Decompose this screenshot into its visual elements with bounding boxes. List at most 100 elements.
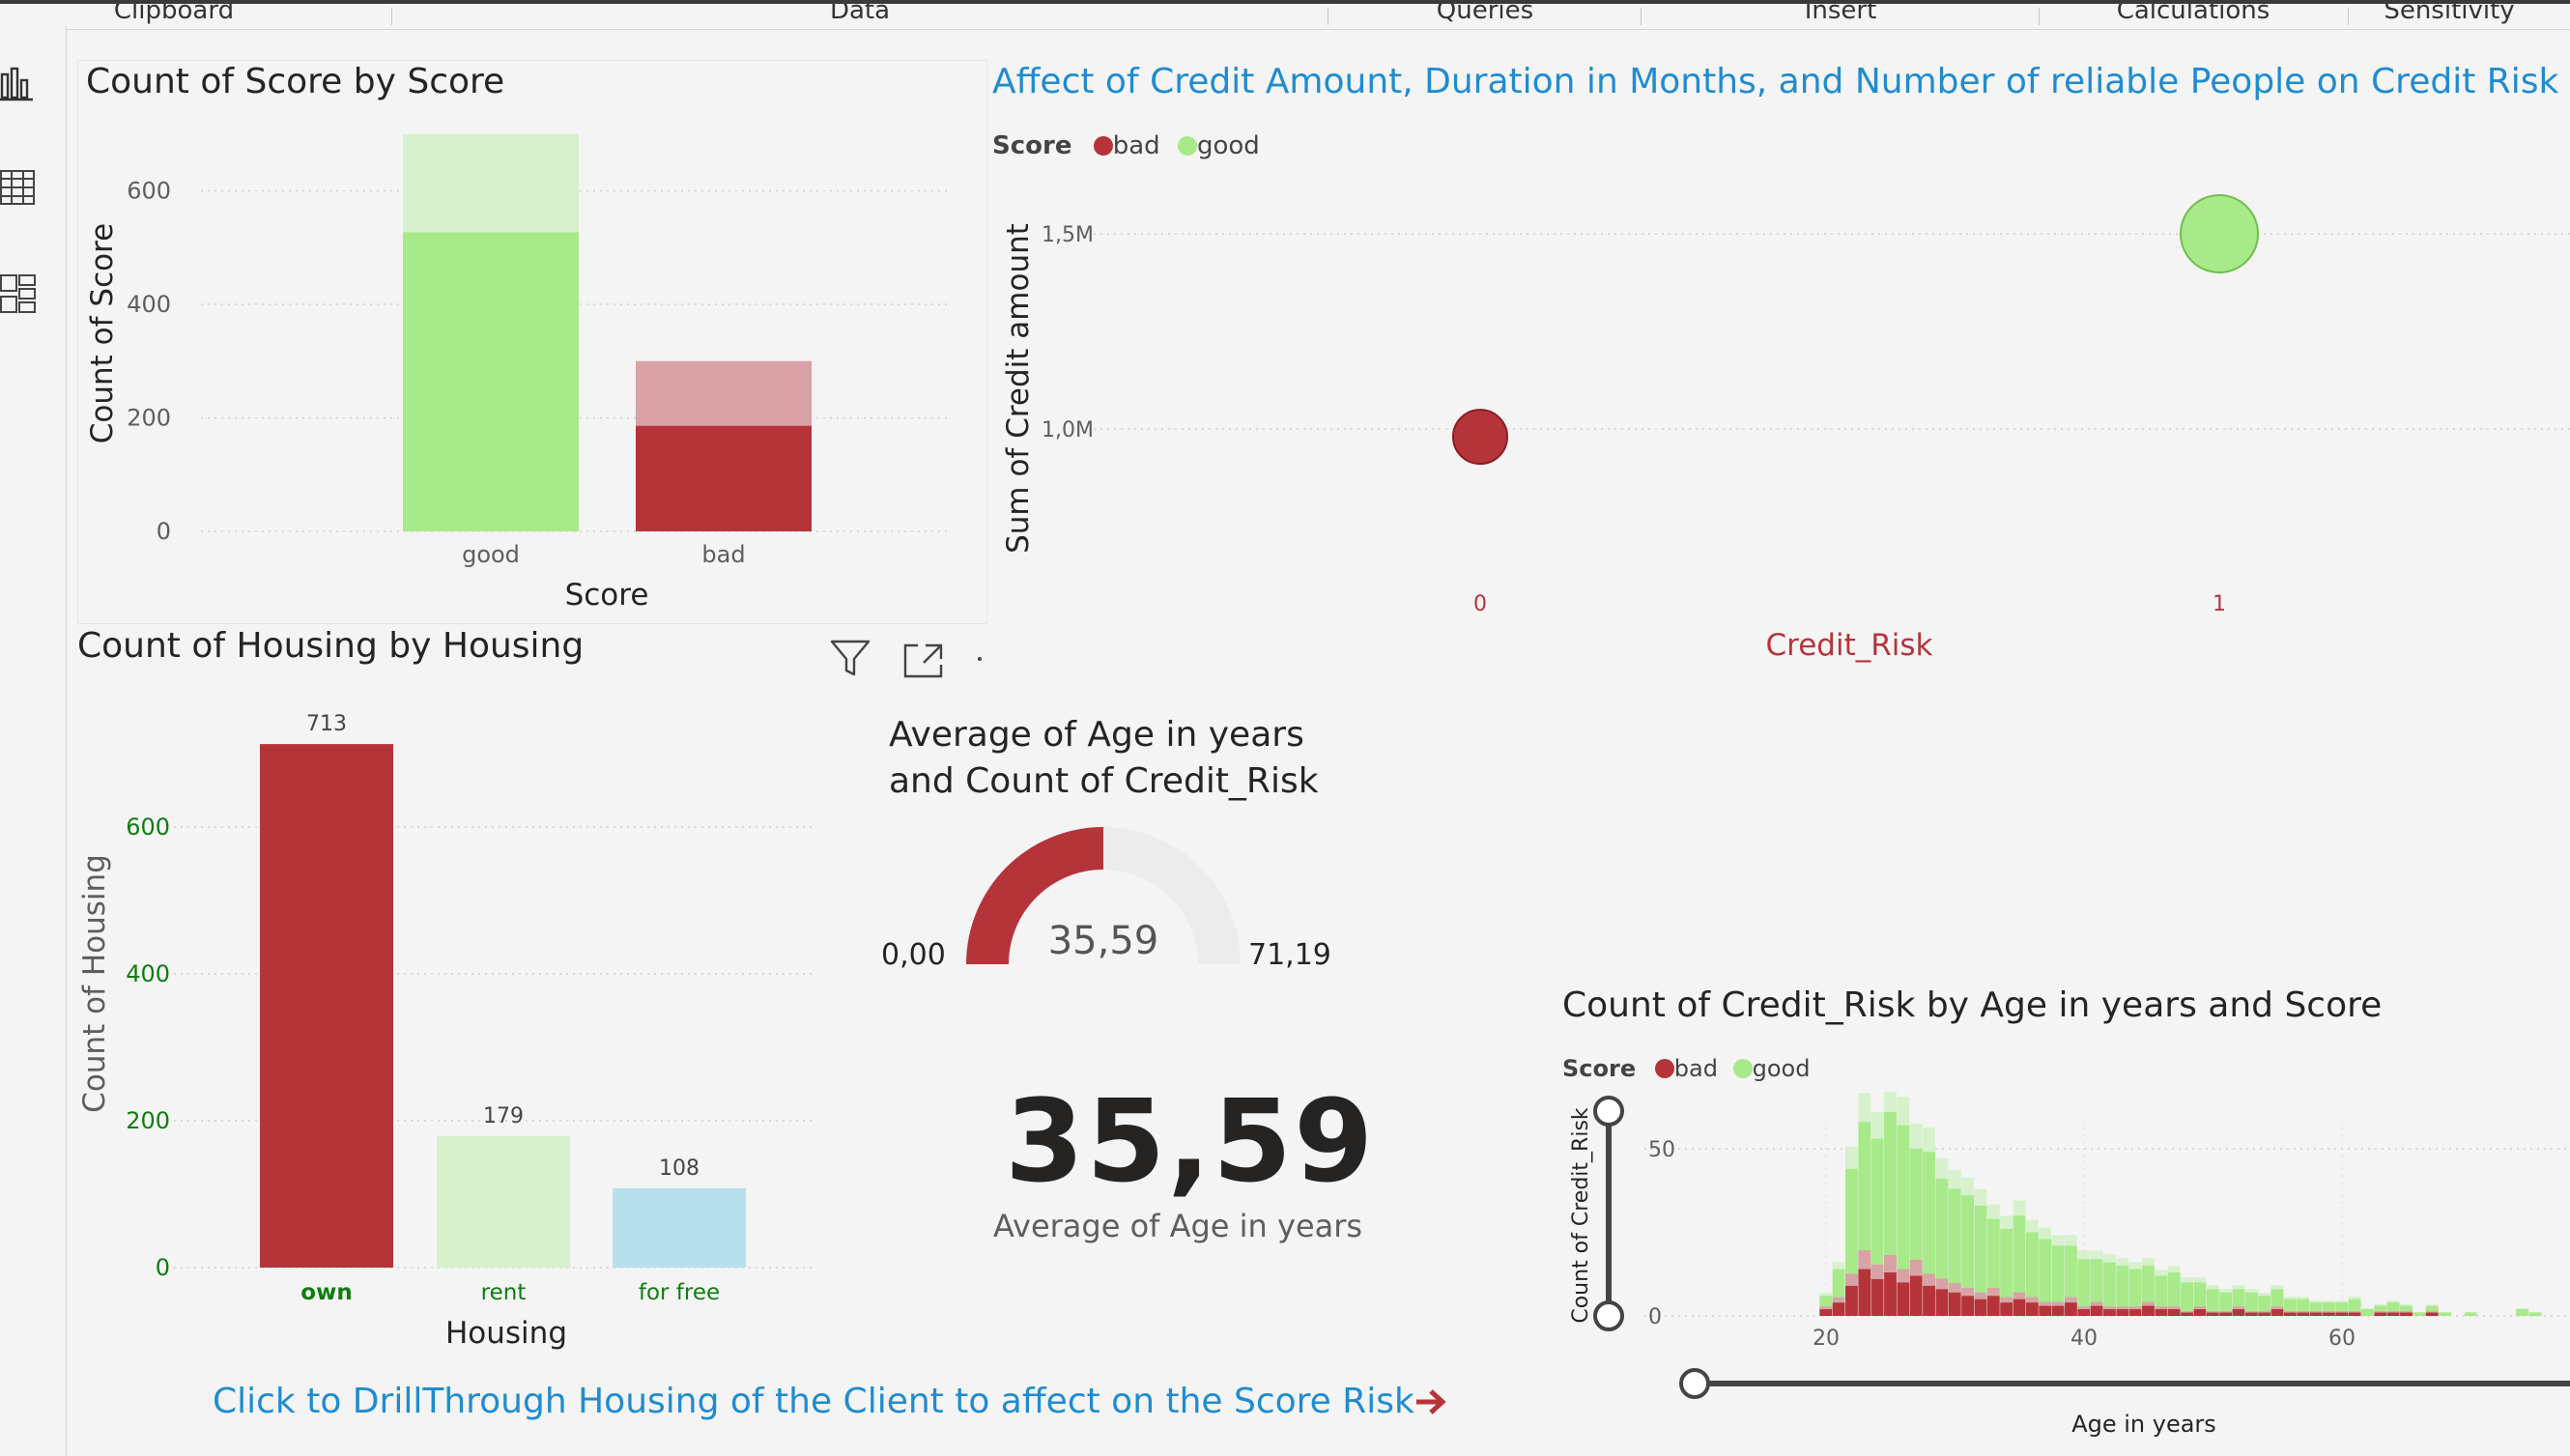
histogram-bar-bad[interactable] <box>1884 1272 1897 1316</box>
histogram-bar-good[interactable] <box>1819 1296 1833 1310</box>
histogram-bar-good[interactable] <box>2103 1262 2116 1310</box>
histogram-bar-good[interactable] <box>2051 1245 2065 1306</box>
histogram-bar-good[interactable] <box>2155 1275 2168 1310</box>
histogram-bar-good[interactable] <box>2116 1266 2129 1310</box>
histogram-bar-bad[interactable] <box>2386 1312 2400 1316</box>
histogram-bar-good[interactable] <box>2297 1299 2310 1313</box>
histogram-bar-bad[interactable] <box>2025 1302 2039 1316</box>
histogram-bar-bad[interactable] <box>2155 1309 2168 1316</box>
histogram-bar-good[interactable] <box>2090 1259 2103 1306</box>
histogram-bar-bad[interactable] <box>2374 1312 2387 1316</box>
histogram-bar-good[interactable] <box>2077 1259 2091 1310</box>
histogram-bar-bad[interactable] <box>2219 1312 2233 1316</box>
histogram-bar-bad[interactable] <box>2181 1312 2193 1316</box>
histogram-bar-bad[interactable] <box>2348 1312 2361 1316</box>
histogram-bar-good[interactable] <box>2374 1305 2387 1313</box>
y-zoom-slider-handle-top[interactable] <box>1593 1096 1624 1127</box>
histogram-bar-good[interactable] <box>2013 1215 2026 1299</box>
histogram-bar-bad[interactable] <box>1923 1285 1935 1316</box>
histogram-bar-bad[interactable] <box>1974 1299 1987 1316</box>
histogram-bar-good[interactable] <box>1870 1138 1884 1279</box>
histogram-bar-bad[interactable] <box>2309 1312 2323 1316</box>
table-view-icon[interactable] <box>0 165 39 208</box>
histogram-bar-bad[interactable] <box>2283 1312 2297 1316</box>
histogram-bar-good[interactable] <box>1948 1188 1961 1293</box>
histogram-bar-good[interactable] <box>2039 1239 2052 1306</box>
histogram-bar-good[interactable] <box>2425 1305 2439 1313</box>
histogram-bar-good[interactable] <box>2232 1289 2245 1310</box>
drillthrough-link[interactable]: Click to DrillThrough Housing of the Cli… <box>213 1382 1447 1421</box>
histogram-bar-good[interactable] <box>2064 1245 2077 1303</box>
histogram-bar-bad[interactable] <box>2128 1309 2142 1316</box>
histogram-bar-bad[interactable] <box>2103 1309 2116 1316</box>
ribbon-tab-clipboard[interactable]: Clipboard <box>113 0 235 25</box>
histogram-bar-good[interactable] <box>1832 1269 1845 1303</box>
histogram-bar-bad[interactable] <box>2051 1305 2065 1316</box>
model-view-icon[interactable] <box>0 271 39 314</box>
histogram-bar-bad[interactable] <box>2244 1312 2258 1316</box>
histogram-bar-bad[interactable] <box>1832 1302 1845 1316</box>
housing-bar-for-free[interactable] <box>613 1187 746 1268</box>
histogram-bar-bad[interactable] <box>1897 1282 1910 1316</box>
histogram-bar-bad[interactable] <box>2013 1299 2026 1316</box>
histogram-bar-good[interactable] <box>1858 1122 1871 1270</box>
histogram-bar-good[interactable] <box>2309 1302 2323 1313</box>
histogram-bar-bad[interactable] <box>2000 1302 2013 1316</box>
report-view-icon[interactable] <box>0 61 39 103</box>
x-zoom-slider-handle-left[interactable] <box>1679 1368 1710 1399</box>
histogram-bar-good[interactable] <box>2258 1296 2271 1313</box>
scatter-point-bad[interactable] <box>1452 409 1508 466</box>
histogram-bar-good[interactable] <box>2219 1292 2233 1313</box>
histogram-bar-bad[interactable] <box>2322 1312 2335 1316</box>
histogram-bar-good[interactable] <box>1845 1168 1858 1286</box>
histogram-bar-bad[interactable] <box>1935 1289 1949 1316</box>
histogram-bar-good[interactable] <box>2348 1299 2361 1313</box>
histogram-bar-good[interactable] <box>1961 1195 1975 1297</box>
histogram-bar-bad[interactable] <box>2077 1309 2091 1316</box>
histogram-bar-bad[interactable] <box>2167 1309 2181 1316</box>
ribbon-tab-calculations[interactable]: Calculations <box>2116 0 2270 25</box>
histogram-bar-good[interactable] <box>2283 1299 2297 1313</box>
histogram-bar-good[interactable] <box>2528 1312 2542 1316</box>
histogram-bar-bad[interactable] <box>2206 1312 2219 1316</box>
scatter-point-good[interactable] <box>2180 194 2259 273</box>
histogram-bar-good[interactable] <box>2516 1309 2529 1316</box>
score-bar-bad[interactable] <box>636 425 812 531</box>
histogram-bar-good[interactable] <box>1884 1111 1897 1273</box>
histogram-bar-good[interactable] <box>1986 1218 2000 1297</box>
histogram-bar-bad[interactable] <box>2064 1302 2077 1316</box>
histogram-bar-good[interactable] <box>2128 1269 2142 1310</box>
histogram-bar-good[interactable] <box>1897 1125 1910 1283</box>
histogram-bar-bad[interactable] <box>1948 1292 1961 1316</box>
ribbon-tab-queries[interactable]: Queries <box>1436 0 1534 25</box>
histogram-bar-bad[interactable] <box>2116 1309 2129 1316</box>
histogram-bar-good[interactable] <box>2181 1282 2193 1313</box>
histogram-bar-good[interactable] <box>2386 1302 2400 1313</box>
histogram-bar-good[interactable] <box>2270 1289 2284 1310</box>
scatter-legend-good[interactable]: good <box>1196 131 1260 160</box>
histogram-bar-bad[interactable] <box>2425 1312 2439 1316</box>
histogram-bar-good[interactable] <box>2167 1272 2181 1310</box>
score-bar-good[interactable] <box>403 232 579 531</box>
histogram-legend-good[interactable]: good <box>1752 1055 1811 1082</box>
housing-bar-own[interactable] <box>260 744 393 1268</box>
histogram-bar-bad[interactable] <box>1870 1278 1884 1316</box>
histogram-bar-bad[interactable] <box>2335 1312 2349 1316</box>
scatter-legend-bad[interactable]: bad <box>1112 131 1160 160</box>
histogram-bar-good[interactable] <box>1923 1152 1935 1286</box>
histogram-bar-good[interactable] <box>2000 1229 2013 1303</box>
histogram-bar-good[interactable] <box>2335 1302 2349 1313</box>
histogram-bar-bad[interactable] <box>2258 1312 2271 1316</box>
histogram-bar-bad[interactable] <box>1845 1285 1858 1316</box>
histogram-bar-good[interactable] <box>2400 1305 2413 1313</box>
ribbon-tab-insert[interactable]: Insert <box>1804 0 1877 25</box>
histogram-bar-good[interactable] <box>2464 1312 2477 1316</box>
histogram-bar-good[interactable] <box>2193 1282 2207 1310</box>
histogram-bar-bad[interactable] <box>1986 1296 2000 1316</box>
histogram-bar-bad[interactable] <box>2400 1312 2413 1316</box>
histogram-bar-bad[interactable] <box>2193 1309 2207 1316</box>
histogram-bar-bad[interactable] <box>1909 1275 1923 1316</box>
ribbon-tab-data[interactable]: Data <box>829 0 891 25</box>
histogram-bar-good[interactable] <box>2439 1312 2451 1316</box>
ribbon-tab-sensitivity[interactable]: Sensitivity <box>2384 0 2515 25</box>
